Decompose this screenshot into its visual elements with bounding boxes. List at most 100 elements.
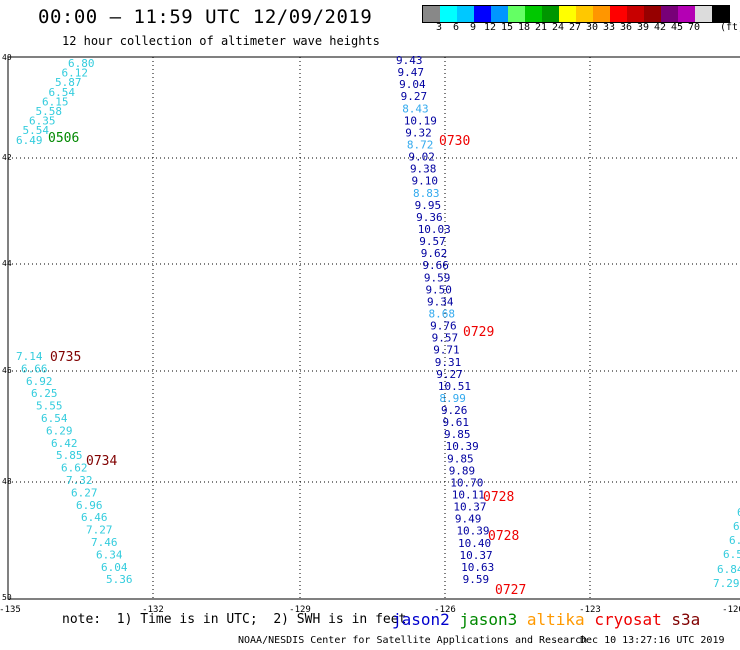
swh-value-center: 10.39	[456, 525, 489, 538]
swh-value-left-top: 6.54	[49, 86, 76, 99]
legend-swatch-10	[593, 6, 610, 22]
swh-value-center: 9.43	[396, 54, 423, 67]
legend-label: 39	[636, 22, 650, 33]
swh-value-left-top: 6.15	[42, 95, 69, 108]
legend-swatch-17	[712, 6, 729, 22]
swh-value-right-edge: 7.29	[713, 577, 740, 590]
swh-value-left-mid: 6.46	[81, 511, 108, 524]
swh-value-center: 9.32	[405, 126, 432, 139]
swh-value-center: 9.85	[444, 428, 471, 441]
satellite-key-jason2: jason2	[392, 610, 450, 629]
swh-value-center: 9.89	[449, 464, 476, 477]
swh-value-center: 9.62	[421, 247, 448, 260]
legend-label: 33	[602, 22, 616, 33]
longitude-tick-label: -123	[579, 605, 601, 615]
swh-value-center: 10.39	[446, 440, 479, 453]
swh-value-right-edge: 6	[737, 506, 740, 519]
swh-value-center: 9.59	[424, 271, 451, 284]
latitude-tick-label: 42	[2, 153, 12, 162]
swh-value-left-mid: 6.25	[31, 387, 58, 400]
swh-value-center: 8.43	[402, 102, 429, 115]
legend-label: 27	[568, 22, 582, 33]
legend-swatch-8	[559, 6, 576, 22]
swh-value-center: 8.68	[429, 307, 456, 320]
swh-value-left-mid: 7.32	[66, 474, 93, 487]
swh-value-center: 10.11	[452, 489, 485, 502]
swh-value-right-edge: 6.3	[729, 534, 740, 547]
swh-value-center: 10.70	[450, 476, 483, 489]
pass-time-label: 0734	[86, 454, 117, 469]
swh-value-right-edge: 6.84	[717, 563, 740, 576]
pass-time-label: 0729	[463, 325, 494, 340]
satellite-key-s3a: s3a	[671, 610, 701, 629]
swh-value-left-top: 6.80	[68, 57, 95, 70]
pass-time-label: 0728	[483, 490, 514, 505]
swh-value-center: 9.26	[441, 404, 468, 417]
legend-label: 70	[687, 22, 701, 33]
legend-label: 45	[670, 22, 684, 33]
legend-swatch-1	[440, 6, 457, 22]
swh-value-left-mid: 5.85	[56, 449, 83, 462]
legend-swatch-12	[627, 6, 644, 22]
swh-value-center: 10.19	[404, 114, 437, 127]
map-subtitle: 12 hour collection of altimeter wave hei…	[62, 34, 380, 48]
swh-value-center: 9.95	[415, 199, 442, 212]
pass-time-label: 0730	[439, 134, 470, 149]
latitude-tick-label: 46	[2, 366, 12, 375]
swh-value-center: 10.40	[458, 537, 491, 550]
swh-value-left-mid: 7.14	[16, 350, 43, 363]
swh-value-left-mid: 5.55	[36, 400, 63, 413]
swh-value-center: 8.83	[413, 187, 440, 200]
swh-value-center: 9.27	[436, 368, 463, 381]
legend-swatch-14	[661, 6, 678, 22]
swh-value-center: 9.04	[399, 78, 426, 91]
legend-swatch-16	[695, 6, 712, 22]
swh-value-left-mid: 7.27	[86, 524, 113, 537]
legend-label: 24	[551, 22, 565, 33]
satellite-key: jason2 jason3 altika cryosat s3a	[392, 610, 700, 629]
swh-value-center: 9.61	[443, 416, 470, 429]
swh-value-center: 9.38	[410, 163, 437, 176]
legend-label: 18	[517, 22, 531, 33]
legend-swatch-2	[457, 6, 474, 22]
swh-value-left-mid: 6.29	[46, 424, 73, 437]
legend-label: 12	[483, 22, 497, 33]
swh-value-left-mid: 5.36	[106, 573, 133, 586]
swh-value-left-top: 5.54	[23, 124, 50, 137]
pass-time-label: 0728	[488, 529, 519, 544]
legend-swatch-9	[576, 6, 593, 22]
swh-value-center: 9.02	[408, 151, 435, 164]
legend-label: 36	[619, 22, 633, 33]
swh-value-left-top: 6.35	[29, 115, 56, 128]
credit-footer: NOAA/NESDIS Center for Satellite Applica…	[238, 635, 588, 646]
legend-swatch-15	[678, 6, 695, 22]
legend-swatch-5	[508, 6, 525, 22]
longitude-tick-label: -126	[434, 605, 456, 615]
legend-swatch-6	[525, 6, 542, 22]
map-title: 00:00 – 11:59 UTC 12/09/2019	[38, 6, 373, 28]
swh-value-center: 10.51	[438, 380, 471, 393]
swh-value-center: 9.27	[401, 90, 428, 103]
swh-value-center: 9.50	[425, 283, 452, 296]
map-frame	[7, 56, 740, 600]
swh-value-left-mid: 6.34	[96, 548, 123, 561]
units-note: note: 1) Time is in UTC; 2) SWH is in fe…	[62, 612, 407, 627]
swh-value-left-mid: 6.27	[71, 486, 98, 499]
swh-value-center: 9.36	[416, 211, 443, 224]
legend-label: 30	[585, 22, 599, 33]
legend-swatch-0	[423, 6, 440, 22]
legend-unit: (ft)	[719, 22, 740, 33]
swh-value-center: 9.71	[433, 344, 460, 357]
legend-label: 3	[435, 22, 443, 33]
swh-value-left-mid: 6.04	[101, 561, 128, 574]
legend-label: 6	[452, 22, 460, 33]
swh-value-center: 9.34	[427, 295, 454, 308]
color-scale-legend	[422, 5, 730, 23]
legend-swatch-7	[542, 6, 559, 22]
swh-value-center: 9.10	[412, 175, 439, 188]
legend-label: 15	[500, 22, 514, 33]
swh-value-left-mid: 6.96	[76, 499, 103, 512]
legend-swatch-4	[491, 6, 508, 22]
swh-value-center: 9.57	[432, 332, 459, 345]
